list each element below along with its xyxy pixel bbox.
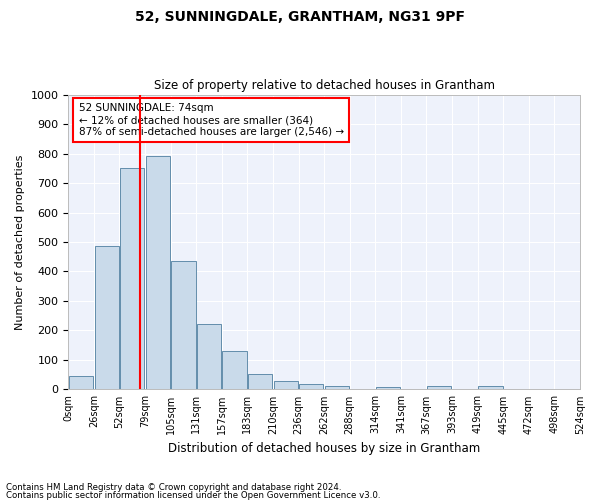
Bar — [171, 261, 196, 390]
Bar — [427, 386, 451, 390]
Bar — [376, 387, 400, 390]
Bar — [274, 380, 298, 390]
Bar — [69, 376, 93, 390]
X-axis label: Distribution of detached houses by size in Grantham: Distribution of detached houses by size … — [168, 442, 480, 455]
Bar — [120, 168, 145, 390]
Text: 52 SUNNINGDALE: 74sqm
← 12% of detached houses are smaller (364)
87% of semi-det: 52 SUNNINGDALE: 74sqm ← 12% of detached … — [79, 104, 344, 136]
Bar — [299, 384, 323, 390]
Text: Contains HM Land Registry data © Crown copyright and database right 2024.: Contains HM Land Registry data © Crown c… — [6, 484, 341, 492]
Text: 52, SUNNINGDALE, GRANTHAM, NG31 9PF: 52, SUNNINGDALE, GRANTHAM, NG31 9PF — [135, 10, 465, 24]
Bar — [146, 156, 170, 390]
Bar — [478, 386, 503, 390]
Title: Size of property relative to detached houses in Grantham: Size of property relative to detached ho… — [154, 79, 494, 92]
Bar — [248, 374, 272, 390]
Text: Contains public sector information licensed under the Open Government Licence v3: Contains public sector information licen… — [6, 490, 380, 500]
Y-axis label: Number of detached properties: Number of detached properties — [15, 154, 25, 330]
Bar — [223, 351, 247, 390]
Bar — [95, 246, 119, 390]
Bar — [325, 386, 349, 390]
Bar — [197, 324, 221, 390]
